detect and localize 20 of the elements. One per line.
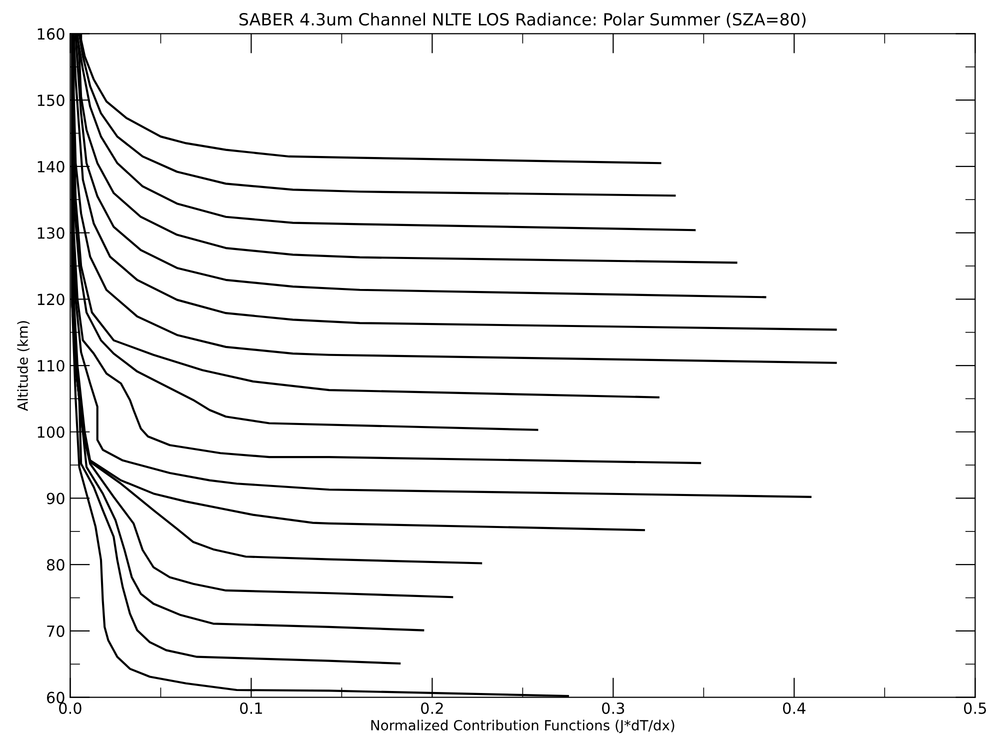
chart-title: SABER 4.3um Channel NLTE LOS Radiance: Polar Summer (SZA=80) — [240, 12, 806, 28]
y-tick-label: 80 — [46, 559, 64, 571]
y-axis-title: Altitude (km) — [17, 321, 30, 411]
y-tick-label: 160 — [38, 28, 64, 40]
x-tick-label: 0.4 — [783, 702, 806, 714]
y-tick-label: 70 — [47, 625, 64, 637]
x-tick-label: 0.5 — [964, 702, 986, 714]
x-tick-label: 0.1 — [240, 702, 262, 714]
y-tick-label: 150 — [38, 94, 64, 106]
x-tick-label: 0.2 — [421, 702, 443, 714]
x-axis-title: Normalized Contribution Functions (J*dT/dx) — [371, 720, 674, 734]
y-tick-label: 120 — [38, 294, 64, 306]
y-tick-label: 100 — [38, 426, 64, 438]
x-tick-label: 0.3 — [602, 702, 624, 714]
y-tick-label: 60 — [46, 692, 64, 704]
y-tick-label: 110 — [38, 360, 64, 372]
y-tick-label: 90 — [46, 492, 64, 504]
x-tick-label: 0.0 — [59, 702, 82, 714]
y-tick-label: 140 — [38, 160, 64, 172]
y-tick-label: 130 — [38, 227, 64, 239]
